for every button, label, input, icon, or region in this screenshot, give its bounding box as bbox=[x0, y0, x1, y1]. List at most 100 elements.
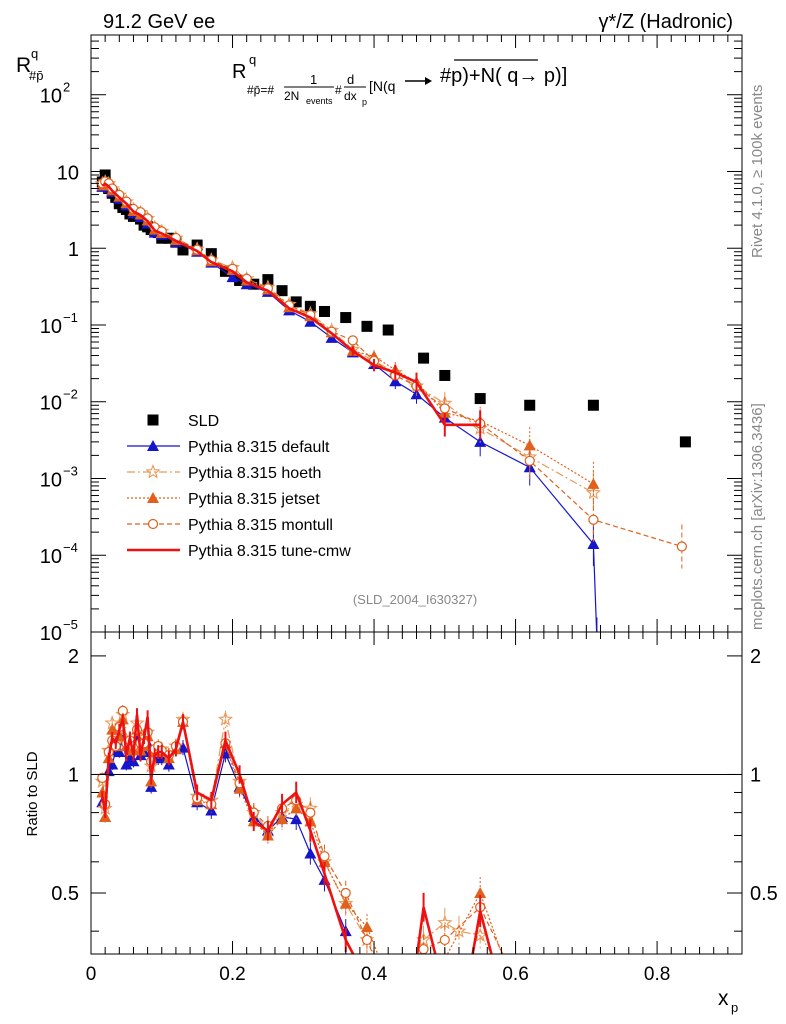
legend-entry: SLD bbox=[147, 413, 219, 430]
y-tick-label-base: 10 bbox=[40, 546, 62, 568]
title-hash: # bbox=[335, 83, 342, 97]
title-frac-num: 1 bbox=[310, 72, 317, 87]
y-tick-label-exp: −1 bbox=[63, 310, 78, 325]
data-point bbox=[474, 393, 486, 405]
y-tick-label-exp: 2 bbox=[63, 80, 70, 95]
data-point bbox=[340, 887, 351, 899]
legend-entry: Pythia 8.315 tune-cmw bbox=[127, 543, 351, 560]
title-bracket: [N(q bbox=[369, 78, 395, 94]
y-tick-label-exp: −3 bbox=[63, 463, 78, 478]
y-tick-label: 10 bbox=[57, 162, 79, 184]
x-tick-label: 0.8 bbox=[644, 964, 670, 985]
data-point bbox=[587, 399, 599, 411]
x-tick-label: 0.4 bbox=[361, 964, 388, 985]
y-tick-label-exp: −4 bbox=[63, 540, 78, 555]
data-point bbox=[403, 986, 415, 998]
y-tick-label-base: 10 bbox=[40, 86, 62, 108]
ratio-y-tick-label-right: 1 bbox=[750, 764, 761, 786]
legend-label: SLD bbox=[188, 413, 219, 430]
ratio-y-tick-label: 1 bbox=[68, 764, 79, 786]
legend-entry: Pythia 8.315 montull bbox=[127, 517, 333, 534]
title-tail: #p)+N( q→ p)] bbox=[440, 65, 567, 87]
data-point bbox=[217, 711, 234, 726]
y-axis-label-ratio: Ratio to SLD bbox=[24, 751, 41, 836]
y-tick-label: 1 bbox=[68, 239, 79, 261]
y-tick-label-base: 10 bbox=[57, 162, 79, 184]
ratio-line bbox=[101, 714, 493, 954]
data-point bbox=[276, 285, 288, 297]
data-point bbox=[305, 807, 316, 818]
data-point bbox=[147, 518, 159, 530]
data-point bbox=[679, 436, 691, 448]
data-point bbox=[319, 305, 331, 317]
y-tick-label-exp: −2 bbox=[63, 387, 78, 402]
data-point bbox=[676, 541, 687, 552]
data-point bbox=[147, 492, 159, 503]
y-tick-label-base: 10 bbox=[40, 316, 62, 338]
data-point bbox=[219, 265, 231, 277]
data-point bbox=[347, 335, 358, 346]
data-point bbox=[439, 403, 450, 414]
process-label: γ*/Z (Hadronic) bbox=[599, 11, 733, 33]
series-data bbox=[96, 169, 691, 448]
legend-entry: Pythia 8.315 hoeth bbox=[127, 463, 321, 482]
ratio-y-tick-label: 0.5 bbox=[51, 883, 79, 905]
data-point bbox=[339, 897, 352, 909]
y-axis-label-r: R bbox=[16, 54, 31, 77]
data-point bbox=[418, 352, 430, 364]
data-point bbox=[147, 440, 159, 451]
energy-label: 91.2 GeV ee bbox=[103, 11, 215, 33]
y-tick-label-base: 10 bbox=[40, 623, 62, 645]
data-point bbox=[205, 804, 218, 816]
chart-title: R q #p̄=# 1 2N events # d dx p [N(q #p)+… bbox=[232, 52, 567, 107]
legend-label: Pythia 8.315 hoeth bbox=[188, 465, 321, 482]
data-point bbox=[361, 320, 373, 332]
data-point bbox=[384, 988, 393, 997]
title-events: events bbox=[306, 96, 333, 106]
data-point bbox=[591, 633, 603, 644]
y-axis-label-main: R q #p̄ bbox=[16, 46, 43, 83]
data-point bbox=[121, 196, 132, 207]
data-point bbox=[439, 934, 450, 946]
series-line bbox=[101, 182, 594, 485]
y-tick-label: 10 −5 bbox=[40, 617, 78, 645]
data-point bbox=[120, 758, 133, 770]
title-frac-den: 2N bbox=[284, 89, 299, 103]
data-point bbox=[423, 952, 425, 954]
data-point bbox=[113, 746, 126, 758]
data-point bbox=[382, 324, 394, 336]
y-tick-label: 10 −2 bbox=[40, 387, 78, 415]
data-point bbox=[304, 315, 317, 327]
data-point bbox=[106, 723, 119, 735]
y-tick-label-base: 10 bbox=[40, 393, 62, 415]
title-dx: dx bbox=[344, 89, 357, 103]
x-axis-label-sub: p bbox=[731, 1000, 738, 1015]
legend-label: Pythia 8.315 tune-cmw bbox=[188, 543, 351, 560]
data-point bbox=[226, 271, 239, 283]
data-point bbox=[451, 923, 467, 938]
x-axis-label: x p bbox=[718, 987, 738, 1015]
data-point bbox=[444, 952, 446, 954]
data-point bbox=[147, 414, 159, 426]
y-tick-label-base: 10 bbox=[40, 469, 62, 491]
ratio-y-tick-label-right: 2 bbox=[750, 646, 761, 668]
y-axis-label-sup: q bbox=[31, 46, 38, 61]
watermark: (SLD_2004_I630327) bbox=[353, 592, 477, 607]
series-line bbox=[101, 183, 598, 632]
mcplots-label: mcplots.cern.ch [arXiv:1306.3436] bbox=[749, 403, 766, 630]
series-default bbox=[96, 178, 603, 644]
y-tick-label: 10 −4 bbox=[40, 540, 78, 568]
data-point bbox=[524, 399, 536, 411]
data-point bbox=[587, 538, 600, 550]
y-tick-label: 10 −1 bbox=[40, 310, 78, 338]
legend: SLD Pythia 8.315 default Pythia 8.315 hoet… bbox=[127, 413, 351, 560]
data-point bbox=[389, 375, 402, 387]
ratio-y-tick-label: 2 bbox=[68, 646, 79, 668]
legend-entry: Pythia 8.315 jetset bbox=[127, 491, 320, 508]
y-tick-label: 10 2 bbox=[40, 80, 70, 108]
ratio-series-cmw bbox=[101, 708, 493, 954]
title-r: R bbox=[232, 61, 246, 83]
data-point bbox=[588, 514, 599, 525]
series-cmw bbox=[101, 182, 482, 440]
